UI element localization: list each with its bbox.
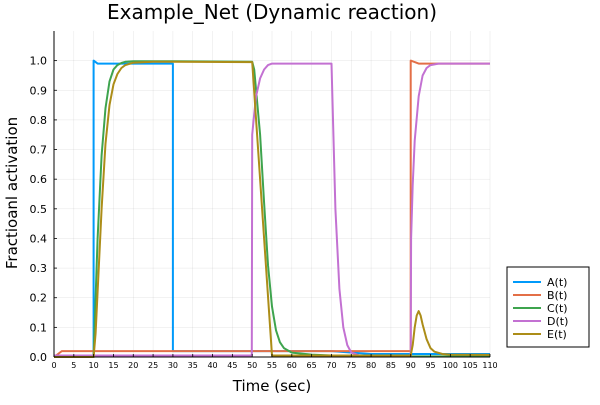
x-tick-label: 5 (71, 361, 76, 370)
legend-label: A(t) (547, 276, 567, 289)
x-tick-label: 30 (168, 361, 178, 370)
chart-title: Example_Net (Dynamic reaction) (107, 0, 437, 24)
y-tick-label: 0.5 (30, 203, 48, 216)
x-tick-label: 0 (51, 361, 56, 370)
x-tick-label: 70 (326, 361, 336, 370)
y-tick-label: 0.1 (30, 321, 48, 334)
x-tick-label: 100 (443, 361, 458, 370)
x-tick-label: 60 (287, 361, 297, 370)
x-tick-label: 75 (346, 361, 356, 370)
x-tick-label: 35 (188, 361, 198, 370)
legend-label: E(t) (547, 328, 567, 341)
x-tick-label: 25 (148, 361, 158, 370)
y-axis-label: Fractioanl activation (3, 117, 21, 269)
y-tick-label: 0.4 (30, 232, 48, 245)
x-tick-label: 85 (386, 361, 396, 370)
x-tick-label: 55 (267, 361, 277, 370)
ticks: 0 5 10 15 20 25 30 35 40 45 50 55 60 65 70 75 80 85 90 95 10… (30, 55, 498, 370)
legend-label: B(t) (547, 289, 567, 302)
x-axis-label: Time (sec) (232, 377, 311, 395)
x-tick-label: 95 (425, 361, 435, 370)
y-tick-label: 0.7 (30, 144, 48, 157)
series-line-et (54, 60, 491, 358)
y-tick-label: 0.0 (30, 351, 48, 364)
x-tick-label: 105 (463, 361, 478, 370)
y-tick-label: 0.2 (30, 292, 48, 305)
legend-label: C(t) (547, 302, 568, 315)
legend-label: D(t) (547, 315, 568, 328)
x-tick-label: 110 (482, 361, 497, 370)
y-tick-label: 0.9 (30, 84, 48, 97)
x-tick-label: 20 (128, 361, 138, 370)
x-tick-label: 10 (89, 361, 99, 370)
x-tick-label: 40 (207, 361, 217, 370)
x-tick-label: 80 (366, 361, 376, 370)
series-line-dt (54, 62, 490, 358)
x-tick-label: 15 (108, 361, 118, 370)
x-tick-label: 65 (307, 361, 317, 370)
y-tick-label: 0.6 (30, 173, 48, 186)
legend: A(t)B(t)C(t)D(t)E(t) (506, 266, 590, 348)
x-tick-label: 90 (406, 361, 416, 370)
y-tick-label: 0.3 (30, 262, 48, 275)
series-lines (53, 59, 491, 358)
x-tick-label: 50 (247, 361, 257, 370)
y-tick-label: 0.8 (30, 114, 48, 127)
x-tick-label: 45 (227, 361, 237, 370)
y-tick-label: 1.0 (30, 55, 48, 68)
